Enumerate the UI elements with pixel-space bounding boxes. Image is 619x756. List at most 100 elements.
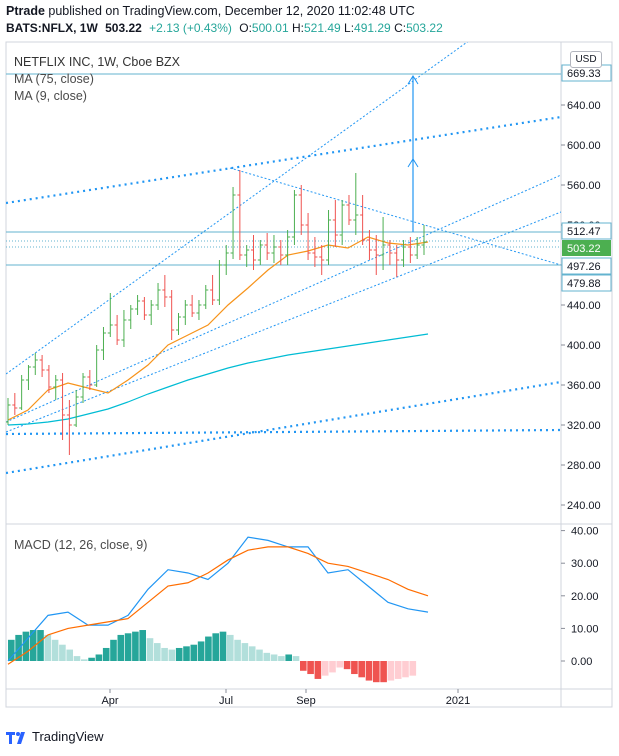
high-value: 521.49	[303, 21, 341, 35]
open-value: 500.01	[251, 21, 289, 35]
macd-histogram-bar	[154, 643, 161, 661]
price-label-box	[561, 274, 612, 292]
macd-histogram-bar	[139, 630, 146, 661]
ma75-line	[7, 333, 429, 426]
macd-histogram-bar	[394, 661, 402, 679]
macd-histogram-bar	[365, 661, 373, 681]
macd-histogram-bar	[124, 633, 132, 661]
open-label: O:	[239, 21, 252, 35]
macd-tick-label: 20.00	[571, 591, 599, 603]
ma9-line	[7, 236, 429, 421]
signal-line	[7, 546, 429, 665]
price-label-box	[561, 222, 612, 240]
last-price: 503.22	[105, 21, 142, 35]
macd-line	[7, 536, 429, 662]
chart-title: NETFLIX INC, 1W, Cboe BZX	[14, 55, 181, 69]
macd-histogram-bar	[175, 647, 183, 661]
macd-histogram-bar	[409, 661, 417, 676]
time-tick-label: Apr	[101, 695, 118, 707]
price-tick-label: 400.00	[567, 340, 601, 352]
macd-histogram-bar	[88, 657, 95, 661]
macd-histogram-bar	[197, 641, 205, 661]
time-tick-label: Jul	[219, 695, 233, 707]
macd-histogram-bar	[307, 661, 314, 675]
macd-histogram-bar	[292, 656, 300, 661]
macd-histogram-bar	[168, 649, 176, 661]
macd-histogram-bar	[227, 634, 234, 661]
macd-histogram-bar	[37, 630, 44, 661]
trend-line	[6, 380, 561, 475]
macd-histogram-bar	[270, 654, 278, 661]
macd-histogram-bar	[81, 659, 88, 661]
price-tick-label: 280.00	[567, 460, 601, 472]
macd-histogram-bar	[343, 661, 351, 670]
price-tick-label: 600.00	[567, 140, 601, 152]
trend-line	[229, 167, 561, 266]
macd-histogram-bar	[190, 644, 198, 661]
macd-histogram-bar	[102, 647, 110, 661]
price-change: +2.13 (+0.43%)	[149, 21, 232, 35]
drawings-layer	[6, 42, 561, 475]
macd-histogram-bar	[29, 630, 37, 661]
macd-legend: MACD (12, 26, close, 9)	[14, 538, 148, 552]
macd-histogram-bar	[241, 643, 249, 661]
macd-histogram-bar	[234, 639, 241, 661]
macd-histogram-bar	[278, 656, 285, 661]
publish-line: Ptrade published on TradingView.com, Dec…	[6, 4, 415, 18]
macd-histogram-bar	[146, 638, 154, 661]
price-label-text: 669.33	[567, 68, 601, 80]
macd-histogram-bar	[351, 661, 358, 675]
publisher-name[interactable]: Ptrade	[6, 4, 45, 18]
macd-histogram-bar	[300, 661, 307, 671]
macd-histogram-bar	[15, 634, 22, 661]
price-tick-label: 640.00	[567, 100, 601, 112]
price-tick-label: 560.00	[567, 180, 601, 192]
macd-histogram-bar	[95, 654, 103, 661]
macd-histogram-bar	[59, 644, 66, 661]
price-label-text: 512.47	[567, 226, 601, 238]
quote-line: BATS:NFLX, 1W 503.22 +2.13 (+0.43%) O:50…	[6, 21, 443, 35]
price-label-text: 503.22	[567, 243, 601, 255]
close-label: C:	[394, 21, 407, 35]
macd-tick-label: 40.00	[571, 526, 599, 538]
macd-tick-label: 10.00	[571, 623, 599, 635]
macd-histogram-bar	[314, 661, 322, 679]
macd-histogram-bar	[44, 634, 52, 661]
footer-brand-text: TradingView	[32, 729, 104, 744]
price-label-text: 497.26	[567, 261, 601, 273]
macd-histogram-bar	[248, 646, 256, 661]
macd-histogram-bar	[256, 649, 263, 661]
macd-histogram-bar	[132, 631, 139, 661]
trend-line	[6, 174, 561, 423]
symbol-label: BATS:NFLX, 1W	[6, 21, 98, 35]
macd-histogram-bar	[117, 634, 125, 661]
trend-line	[6, 42, 469, 375]
low-label: L:	[344, 21, 355, 35]
ma75-legend: MA (75, close)	[14, 72, 94, 86]
macd-histogram-bar	[66, 649, 73, 661]
trend-line	[6, 211, 561, 433]
trend-line	[6, 428, 561, 436]
macd-histogram-bar	[358, 661, 365, 678]
close-value: 503.22	[406, 21, 443, 35]
macd-tick-label: 0.00	[571, 656, 592, 668]
macd-histogram-bar	[183, 646, 190, 661]
trend-line	[6, 115, 561, 205]
price-tick-label: 320.00	[567, 420, 601, 432]
high-label: H:	[291, 21, 304, 35]
price-tick-label: 360.00	[567, 380, 601, 392]
currency-button[interactable]: USD	[570, 51, 602, 68]
price-tick-label: 240.00	[567, 500, 601, 512]
macd-histogram-bar	[373, 661, 380, 683]
time-tick-label: 2021	[446, 695, 470, 707]
price-label-box	[561, 257, 612, 275]
time-tick-label: Sep	[296, 695, 316, 707]
footer-brand[interactable]: TradingView	[6, 729, 104, 744]
macd-histogram-bar	[110, 639, 117, 661]
macd-histogram-bar	[161, 647, 168, 661]
tradingview-logo-icon	[6, 731, 25, 744]
macd-histogram-bar	[402, 661, 409, 678]
macd-tick-label: 30.00	[571, 558, 599, 570]
projection-arrowhead	[407, 75, 419, 85]
